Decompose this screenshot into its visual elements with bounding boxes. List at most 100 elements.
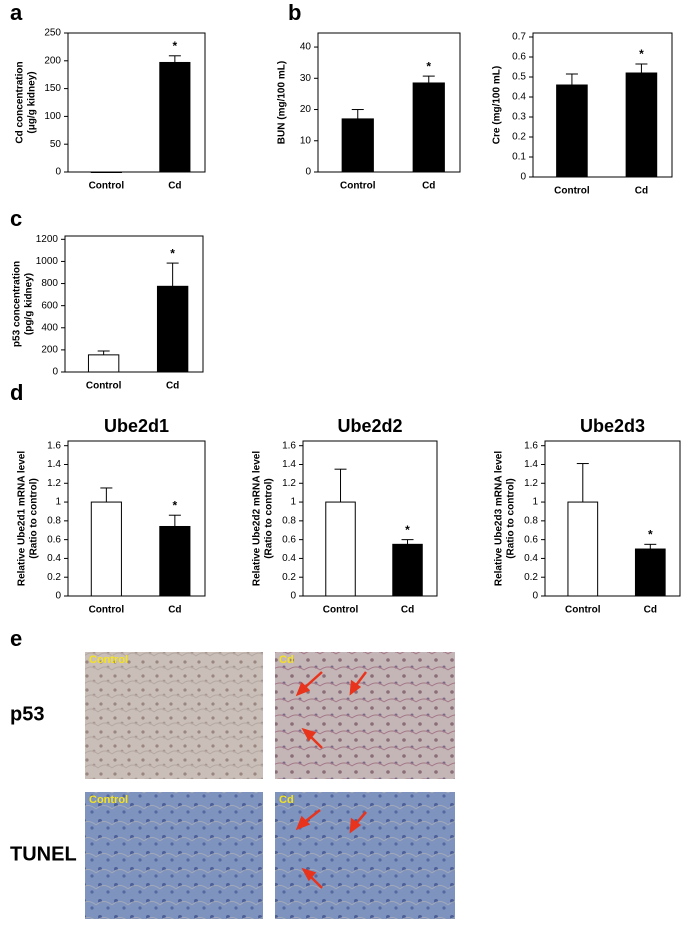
y-tick-label: 0 [290, 591, 296, 602]
y-tick-label: 1 [55, 497, 61, 508]
x-tick-label: Cd [644, 605, 657, 616]
x-tick-label: Control [340, 181, 376, 192]
bar [87, 354, 120, 373]
bar [412, 82, 445, 173]
bar [556, 84, 588, 178]
bar [392, 543, 423, 597]
y-axis-label: (μg/g kidney) [27, 71, 38, 133]
plot-frame [64, 235, 204, 373]
y-tick-label: 1.6 [282, 440, 296, 451]
y-tick-label: 800 [41, 278, 58, 289]
x-tick-label: Cd [166, 381, 179, 392]
micrograph [85, 792, 263, 919]
bar [159, 61, 191, 173]
y-tick-label: 100 [44, 111, 61, 122]
y-axis-label: Relative Ube2d1 mRNA level [17, 451, 28, 586]
y-tick-label: 0 [52, 367, 58, 378]
error-bar [100, 487, 113, 503]
micrographs [85, 652, 455, 919]
y-tick-label: 0 [532, 591, 538, 602]
x-tick-label: Cd [168, 605, 181, 616]
significance-mark: * [405, 523, 410, 537]
x-tick-label: Control [323, 605, 359, 616]
x-tick-label: Cd [422, 181, 435, 192]
x-tick-label: Control [565, 605, 601, 616]
bar [625, 72, 658, 178]
bar [634, 548, 666, 597]
y-tick-label: 0.7 [512, 32, 526, 43]
bar [90, 171, 122, 173]
x-tick-label: Control [89, 605, 125, 616]
y-tick-label: 1.4 [47, 459, 61, 470]
significance-mark: * [170, 246, 175, 260]
y-axis-label: Relative Ube2d2 mRNA level [252, 451, 263, 586]
error-bar [168, 55, 181, 63]
y-tick-label: 0.2 [512, 132, 526, 143]
x-tick-label: Control [89, 181, 125, 192]
panel-letter: a [10, 0, 23, 25]
y-tick-label: 1.2 [47, 478, 61, 489]
y-tick-label: 0.6 [282, 534, 296, 545]
y-tick-label: 0.4 [512, 92, 526, 103]
chart-title: Ube2d3 [580, 416, 645, 436]
chart-title: Ube2d2 [337, 416, 402, 436]
y-tick-label: 250 [44, 28, 61, 39]
bar [567, 501, 599, 597]
y-tick-label: 0.6 [512, 52, 526, 63]
bar [341, 118, 374, 173]
plot-frame [532, 32, 673, 178]
image-label: Control [89, 654, 128, 666]
error-bar [351, 109, 364, 119]
error-bar [401, 539, 414, 545]
y-tick-label: 1.4 [524, 459, 538, 470]
y-tick-label: 50 [50, 139, 62, 150]
micrograph [85, 652, 263, 779]
significance-mark: * [173, 498, 178, 512]
y-tick-label: 1 [290, 497, 296, 508]
y-tick-label: 40 [300, 42, 312, 53]
y-axis-label: Cre (mg/100 mL) [492, 66, 503, 144]
y-axis-label: Relative Ube2d3 mRNA level [494, 451, 505, 586]
y-tick-label: 10 [300, 135, 312, 146]
x-tick-label: Cd [401, 605, 414, 616]
y-tick-label: 30 [300, 73, 312, 84]
error-bar [334, 468, 347, 503]
image-label: Cd [279, 794, 294, 806]
y-tick-label: 400 [41, 322, 58, 333]
y-tick-label: 1.4 [282, 459, 296, 470]
error-bar [644, 543, 657, 550]
error-bar [635, 63, 648, 73]
y-tick-label: 0.4 [282, 553, 296, 564]
image-label: Control [89, 794, 128, 806]
x-tick-label: Control [86, 381, 122, 392]
error-bar [565, 73, 578, 85]
significance-mark: * [426, 59, 431, 73]
y-axis-label: (Ratio to control) [506, 478, 517, 559]
y-axis-label: (Ratio to control) [29, 478, 40, 559]
error-bar [168, 514, 181, 527]
y-tick-label: 600 [41, 300, 58, 311]
y-tick-label: 0.8 [282, 515, 296, 526]
y-axis-label: BUN (mg/100 mL) [277, 61, 288, 144]
plot-frame [544, 440, 681, 597]
y-axis-label: (pg/g kidney) [24, 273, 35, 335]
y-tick-label: 0 [55, 591, 61, 602]
y-tick-label: 200 [44, 55, 61, 66]
panel-letter: e [10, 626, 22, 651]
y-tick-label: 0.8 [47, 515, 61, 526]
y-tick-label: 0.6 [47, 534, 61, 545]
y-tick-label: 1.6 [524, 440, 538, 451]
y-tick-label: 1200 [36, 234, 59, 245]
y-tick-label: 0.2 [524, 572, 538, 583]
y-tick-label: 0.4 [47, 553, 61, 564]
image-label: Cd [279, 654, 294, 666]
y-tick-label: 0 [305, 167, 311, 178]
y-tick-label: 0.2 [282, 572, 296, 583]
y-tick-label: 150 [44, 83, 61, 94]
y-tick-label: 1 [532, 497, 538, 508]
y-axis-label: Cd concentration [15, 61, 26, 143]
bar [159, 525, 191, 597]
plot-frame [67, 32, 206, 173]
arrows [295, 671, 367, 889]
